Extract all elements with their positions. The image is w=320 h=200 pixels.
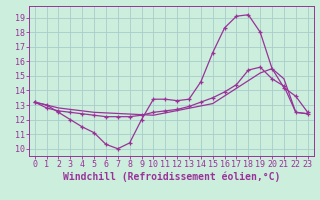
X-axis label: Windchill (Refroidissement éolien,°C): Windchill (Refroidissement éolien,°C) bbox=[62, 172, 280, 182]
